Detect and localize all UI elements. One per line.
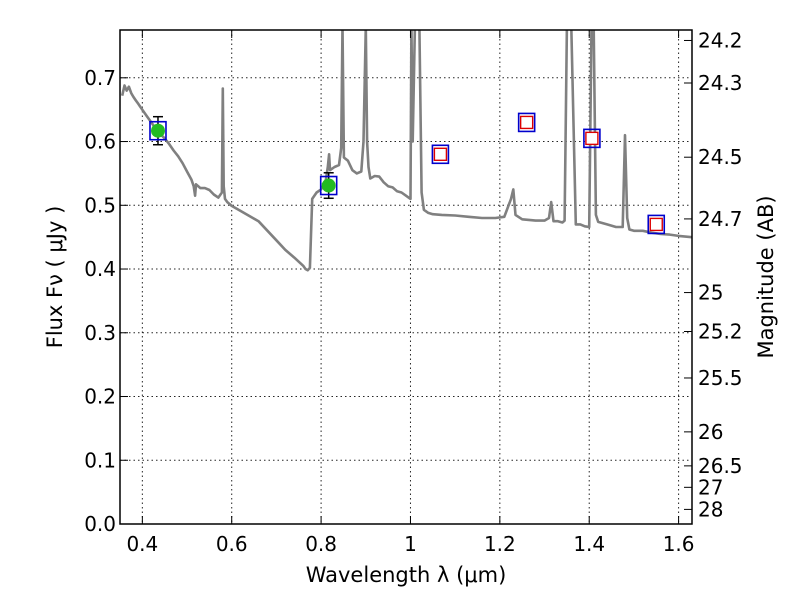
y2-tick-label: 24.5 xyxy=(698,145,743,169)
x-tick-label: 1.4 xyxy=(573,532,605,556)
x-tick-label: 1 xyxy=(404,532,417,556)
y2-tick-label: 24.2 xyxy=(698,28,743,52)
y2-tick-label: 28 xyxy=(698,497,723,521)
observed-point xyxy=(321,178,336,193)
observed-point xyxy=(150,123,165,138)
y2-tick-label: 24.7 xyxy=(698,207,743,231)
y-axis-label: Flux Fν ( μJy ) xyxy=(43,206,67,349)
model-point-box xyxy=(517,112,536,133)
y-tick-label: 0.2 xyxy=(84,385,116,409)
plot-frame xyxy=(119,29,693,525)
y-tick-label: 0.3 xyxy=(84,321,116,345)
y2-tick-label: 24.3 xyxy=(698,71,743,95)
y2-axis-label: Magnitude (AB) xyxy=(754,195,778,358)
y2-tick-label: 26.5 xyxy=(698,454,743,478)
x-axis-label: Wavelength λ (μm) xyxy=(306,563,507,587)
y-tick-label: 0.1 xyxy=(84,448,116,472)
x-tick-label: 0.4 xyxy=(126,532,158,556)
model-point xyxy=(585,131,599,146)
grid-layer xyxy=(120,30,692,525)
y2-tick-label: 26 xyxy=(698,420,723,444)
y2-tick-label: 25.2 xyxy=(698,320,743,344)
y-tick-label: 0.6 xyxy=(84,130,116,154)
model-point xyxy=(433,147,448,161)
model-point xyxy=(519,115,534,130)
observed-point-box xyxy=(149,120,167,141)
model-point-box xyxy=(431,144,450,165)
y-tick-label: 0.4 xyxy=(84,257,116,281)
ticks-layer: 0.4 0.6 0.8 1 1.2 1.4 1.6 0.0 0.1 0.2 0.3 0.4 0.5 0.6… xyxy=(84,28,742,556)
x-tick-label: 1.6 xyxy=(663,532,695,556)
y2-tick-label: 25 xyxy=(698,281,723,305)
sed-model-curve xyxy=(120,30,692,272)
model-point-box xyxy=(647,214,666,235)
x-tick-label: 1.2 xyxy=(484,532,516,556)
x-tick-label: 0.8 xyxy=(305,532,337,556)
y-tick-label: 0.7 xyxy=(84,66,116,90)
model-point xyxy=(649,217,663,232)
y2-tick-label: 25.5 xyxy=(698,366,743,390)
y-tick-label: 0.0 xyxy=(84,512,116,536)
observed-point-box xyxy=(319,175,338,196)
y-tick-label: 0.5 xyxy=(84,193,116,217)
series-layer xyxy=(120,30,692,272)
y2-tick-label: 27 xyxy=(698,475,723,499)
x-tick-label: 0.6 xyxy=(216,532,248,556)
model-point-box xyxy=(583,128,601,149)
